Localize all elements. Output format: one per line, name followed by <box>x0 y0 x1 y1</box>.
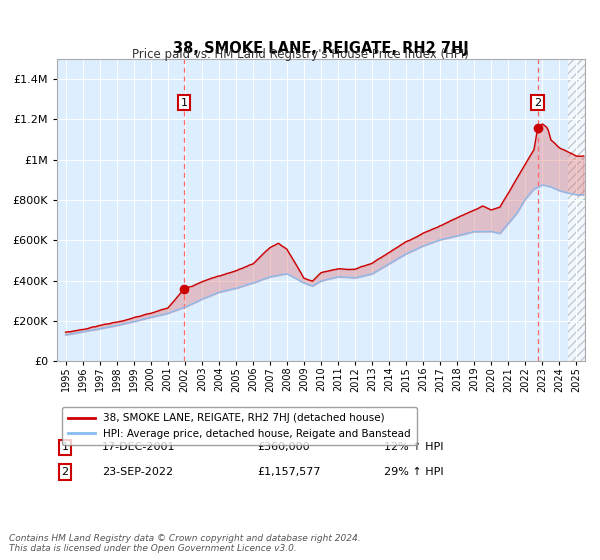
Text: Price paid vs. HM Land Registry's House Price Index (HPI): Price paid vs. HM Land Registry's House … <box>131 48 469 60</box>
Text: 17-DEC-2001: 17-DEC-2001 <box>102 442 175 452</box>
Text: £360,000: £360,000 <box>257 442 310 452</box>
Polygon shape <box>568 59 585 361</box>
Text: 2: 2 <box>534 97 541 108</box>
Text: 1: 1 <box>181 97 188 108</box>
Text: £1,157,577: £1,157,577 <box>257 467 321 477</box>
Text: Contains HM Land Registry data © Crown copyright and database right 2024.
This d: Contains HM Land Registry data © Crown c… <box>9 534 361 553</box>
Title: 38, SMOKE LANE, REIGATE, RH2 7HJ: 38, SMOKE LANE, REIGATE, RH2 7HJ <box>173 41 469 56</box>
Text: 2: 2 <box>61 467 68 477</box>
Text: 29% ↑ HPI: 29% ↑ HPI <box>385 467 444 477</box>
Text: 12% ↑ HPI: 12% ↑ HPI <box>385 442 444 452</box>
Text: 23-SEP-2022: 23-SEP-2022 <box>102 467 173 477</box>
Legend: 38, SMOKE LANE, REIGATE, RH2 7HJ (detached house), HPI: Average price, detached : 38, SMOKE LANE, REIGATE, RH2 7HJ (detach… <box>62 407 417 445</box>
Text: 1: 1 <box>61 442 68 452</box>
